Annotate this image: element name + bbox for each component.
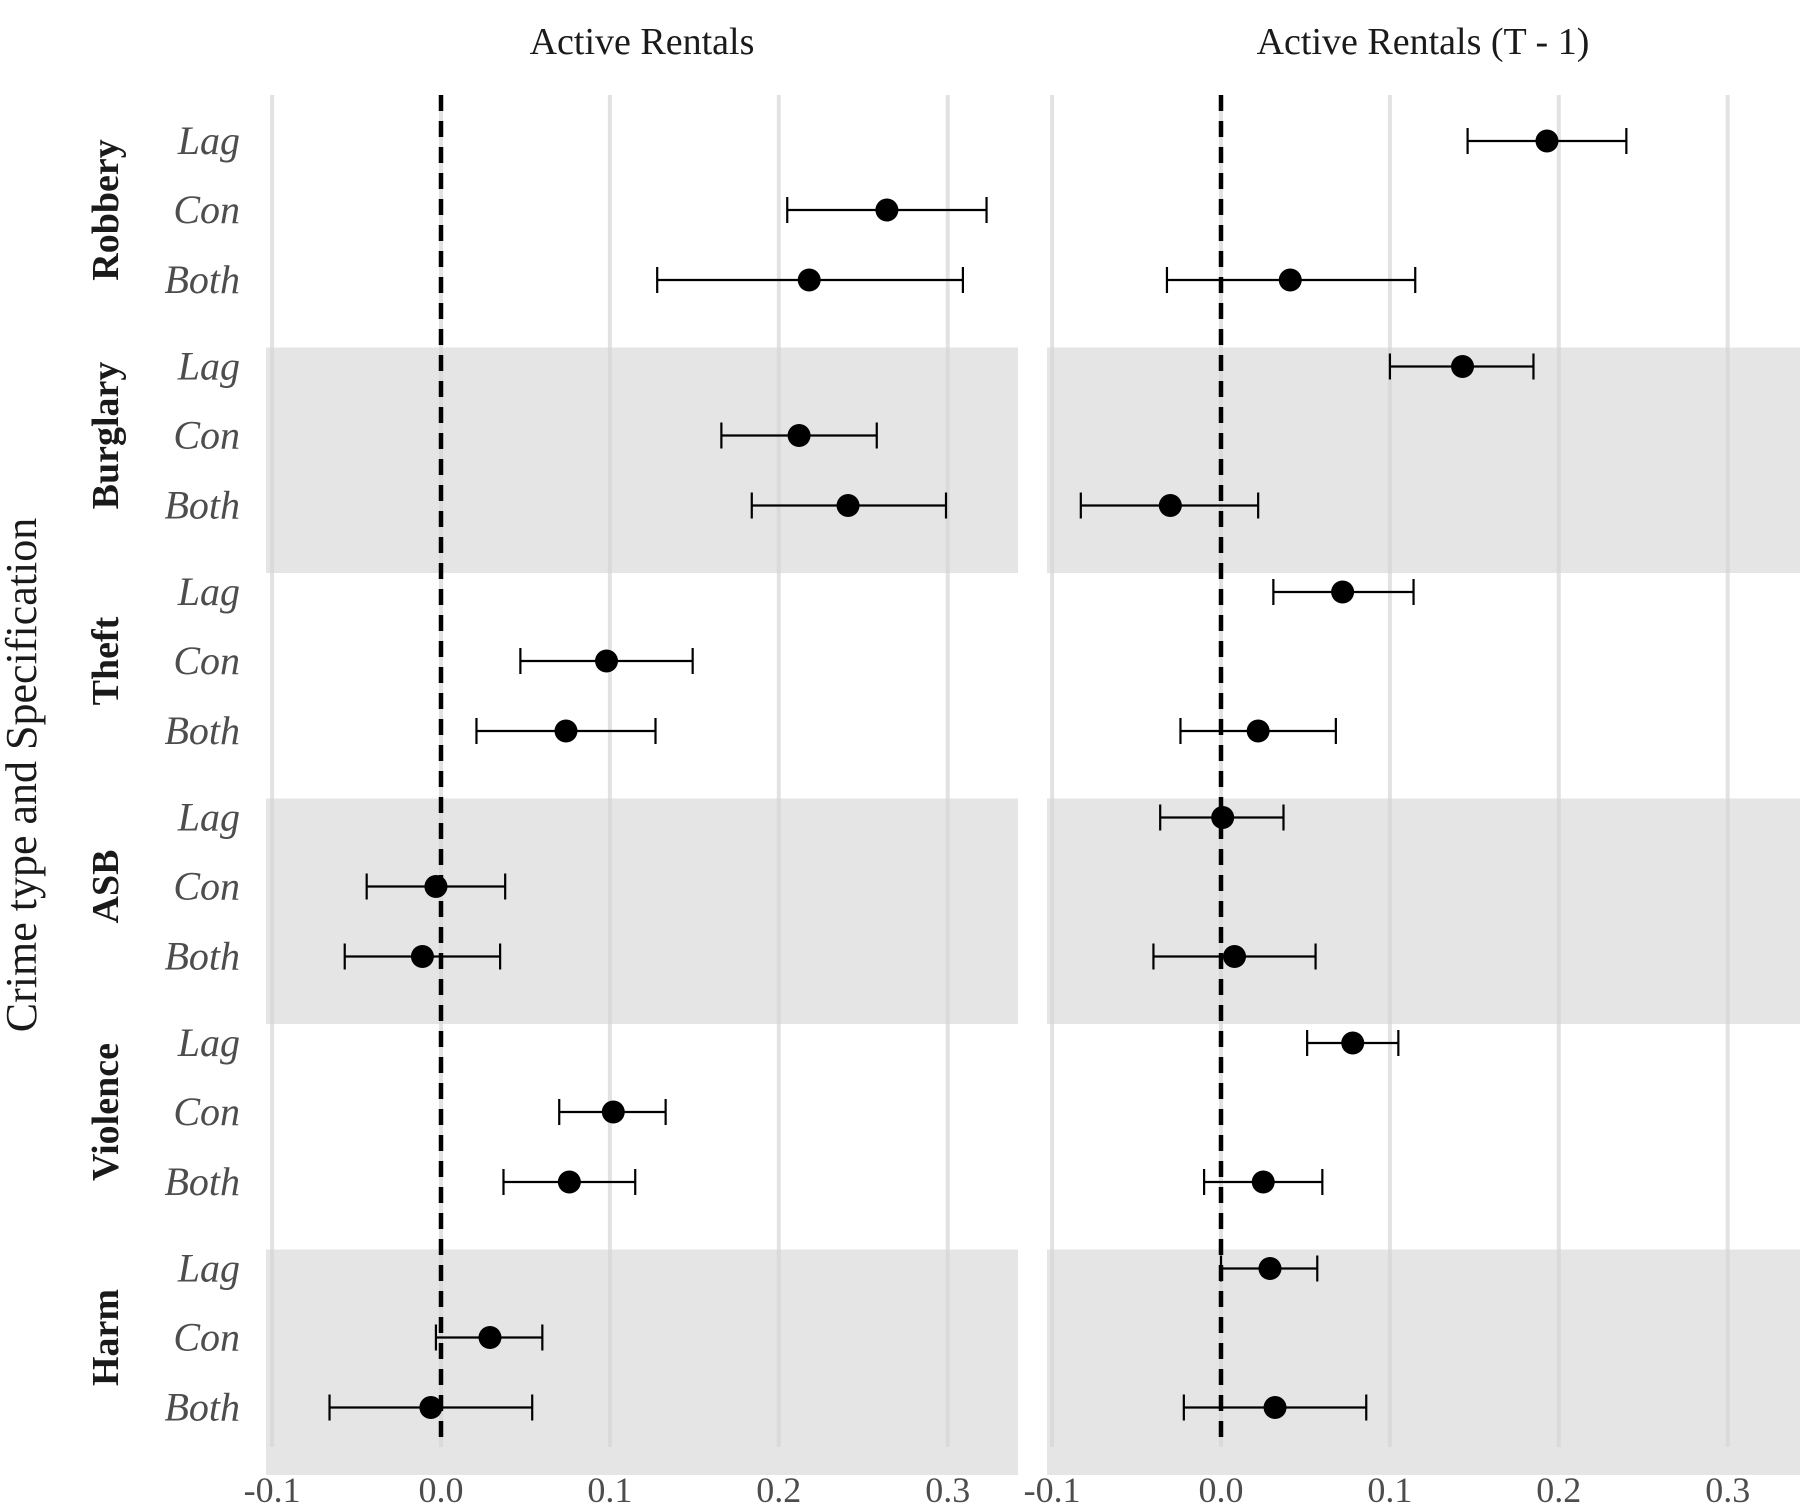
point-panel-1-robbery-con (875, 198, 899, 222)
x-tick-label-panel-2-4: 0.3 (1705, 1470, 1750, 1510)
group-label-robbery: Robbery (85, 139, 127, 280)
x-tick-label-panel-2-2: 0.1 (1367, 1470, 1412, 1510)
point-panel-1-violence-con (601, 1100, 625, 1124)
row-label-theft-both: Both (164, 708, 240, 753)
point-panel-2-burglary-both (1158, 494, 1182, 517)
point-panel-2-burglary-lag (1451, 355, 1475, 378)
group-label-violence: Violence (85, 1043, 127, 1181)
point-panel-1-theft-both (554, 719, 578, 743)
row-label-theft-con: Con (173, 638, 240, 683)
x-tick-label-panel-1-2: 0.1 (587, 1470, 632, 1510)
point-panel-1-theft-con (595, 649, 619, 673)
point-panel-2-robbery-both (1278, 268, 1302, 292)
band-asb-panel-1 (266, 798, 1018, 1024)
y-axis-title: Crime type and Specification (0, 518, 46, 1032)
group-label-harm: Harm (85, 1289, 127, 1386)
point-panel-2-asb-both (1223, 945, 1247, 968)
point-panel-1-asb-both (410, 945, 434, 968)
band-harm-panel-2 (1047, 1249, 1800, 1475)
row-label-violence-con: Con (173, 1089, 240, 1134)
row-label-theft-lag: Lag (177, 569, 240, 614)
point-panel-1-robbery-both (797, 268, 821, 292)
row-label-harm-con: Con (173, 1315, 240, 1360)
row-label-asb-con: Con (173, 864, 240, 909)
point-panel-1-burglary-both (836, 494, 860, 517)
row-label-robbery-lag: Lag (177, 118, 240, 163)
row-label-burglary-lag: Lag (177, 344, 240, 389)
group-bands (266, 347, 1800, 1475)
x-tick-label-panel-2-0: -0.1 (1024, 1470, 1081, 1510)
x-tick-label-panel-1-3: 0.2 (756, 1470, 801, 1510)
point-panel-2-violence-lag (1341, 1031, 1365, 1055)
group-label-asb: ASB (85, 850, 127, 924)
estimates (328, 128, 1628, 1421)
point-panel-2-theft-both (1246, 719, 1270, 743)
point-panel-2-violence-both (1251, 1170, 1275, 1194)
panel-title-active-rentals-lag: Active Rentals (T - 1) (1257, 21, 1590, 63)
band-harm-panel-1 (266, 1249, 1018, 1475)
row-label-asb-lag: Lag (177, 795, 240, 840)
point-panel-1-violence-both (557, 1170, 581, 1194)
row-label-violence-both: Both (164, 1159, 240, 1204)
point-panel-1-burglary-con (787, 424, 811, 447)
zero-reference-lines (438, 95, 1224, 1447)
gridlines (270, 95, 1730, 1447)
group-label-theft: Theft (85, 616, 127, 705)
point-panel-1-harm-con (478, 1326, 502, 1349)
point-panel-2-harm-both (1263, 1396, 1287, 1419)
x-tick-label-panel-2-1: 0.0 (1199, 1470, 1244, 1510)
point-panel-2-harm-lag (1258, 1257, 1282, 1280)
row-label-harm-lag: Lag (177, 1246, 240, 1291)
point-panel-2-robbery-lag (1535, 129, 1559, 153)
row-label-robbery-con: Con (173, 187, 240, 232)
x-tick-label-panel-1-1: 0.0 (419, 1470, 464, 1510)
row-label-burglary-both: Both (164, 483, 240, 528)
point-panel-2-asb-lag (1211, 806, 1235, 829)
panel-title-active-rentals: Active Rentals (530, 21, 755, 63)
row-label-asb-both: Both (164, 934, 240, 979)
row-label-burglary-con: Con (173, 413, 240, 458)
band-burglary-panel-2 (1047, 347, 1800, 573)
point-panel-1-asb-con (424, 875, 448, 898)
x-tick-label-panel-2-3: 0.2 (1536, 1470, 1581, 1510)
point-panel-1-harm-both (419, 1396, 443, 1419)
row-label-robbery-both: Both (164, 257, 240, 302)
axis-labels: -0.1 0.0 0.1 0.2 0.3 -0.1 0.0 0.1 0.2 0.3 Lag Con Bo… (85, 118, 1750, 1510)
band-burglary-panel-1 (266, 347, 1018, 573)
row-label-violence-lag: Lag (177, 1020, 240, 1065)
band-asb-panel-2 (1047, 798, 1800, 1024)
point-panel-2-theft-lag (1331, 580, 1355, 604)
group-label-burglary: Burglary (85, 362, 127, 510)
row-label-harm-both: Both (164, 1385, 240, 1430)
x-tick-label-panel-1-4: 0.3 (925, 1470, 970, 1510)
x-tick-label-panel-1-0: -0.1 (244, 1470, 301, 1510)
